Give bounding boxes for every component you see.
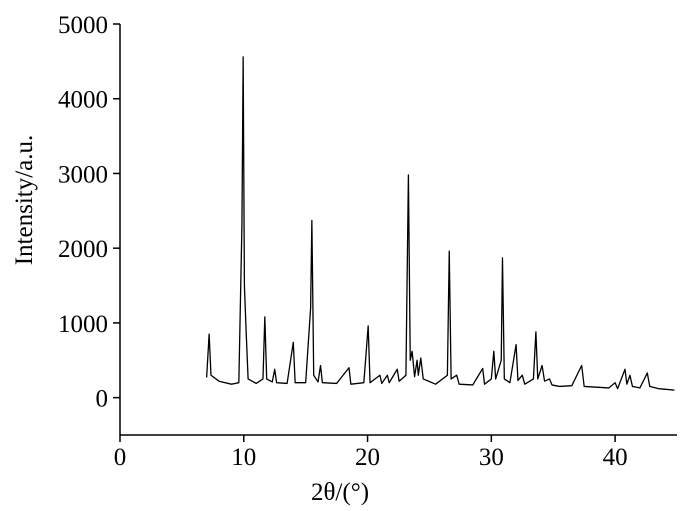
x-tick-label: 40 xyxy=(603,444,628,471)
x-tick-label: 20 xyxy=(355,444,380,471)
y-tick-label: 5000 xyxy=(58,12,108,39)
x-tick-label: 10 xyxy=(231,444,256,471)
y-tick-label: 3000 xyxy=(58,161,108,188)
x-axis-label: 2θ/(°) xyxy=(311,479,369,506)
y-tick-label: 0 xyxy=(96,386,109,413)
y-tick-label: 2000 xyxy=(58,236,108,263)
y-tick-label: 4000 xyxy=(58,87,108,114)
y-axis-label: Intensity/a.u. xyxy=(11,135,38,266)
x-tick-label: 0 xyxy=(114,444,127,471)
y-tick-label: 1000 xyxy=(58,311,108,338)
x-tick-label: 30 xyxy=(479,444,504,471)
xrd-line xyxy=(205,56,675,391)
